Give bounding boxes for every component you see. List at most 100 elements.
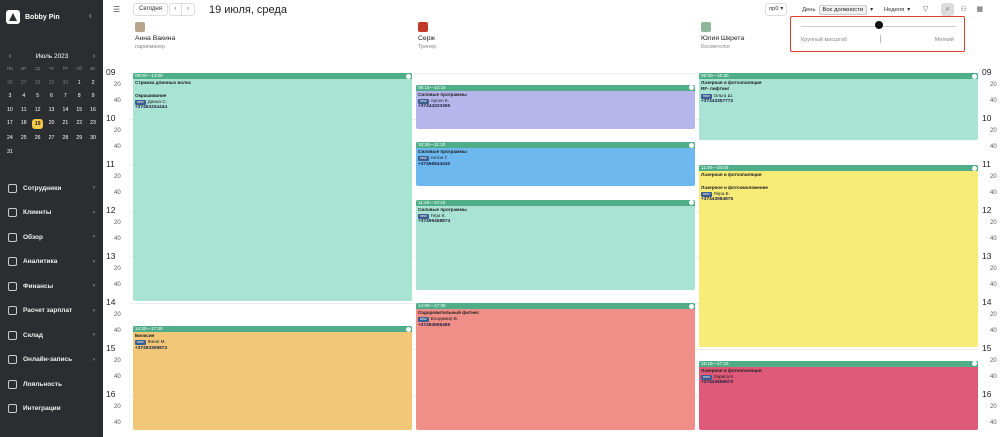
- nav-item[interactable]: Лояльность: [0, 372, 103, 397]
- nav-item[interactable]: Аналитика ›: [0, 250, 103, 275]
- zoom-slider-handle[interactable]: [874, 21, 883, 29]
- appointment-card[interactable]: 09:00—14:00 Стрижка длинных волос Окрашив…: [133, 73, 412, 301]
- prev-month-icon[interactable]: ‹: [8, 53, 12, 60]
- filter-icon[interactable]: ▽: [922, 6, 929, 13]
- calendar-day[interactable]: 27: [48, 135, 55, 141]
- staff-column-header[interactable]: Юлия Шкрета Косметолог: [701, 22, 791, 62]
- day-view-toggle[interactable]: День: [802, 6, 816, 13]
- brand[interactable]: Bobby Pin: [6, 10, 60, 24]
- nav-item[interactable]: Обзор ›: [0, 225, 103, 250]
- status-check-icon[interactable]: [689, 200, 694, 205]
- appointment-card[interactable]: 09:15—10:15 Силовые программы new Арсен К. +…: [416, 84, 695, 129]
- next-day-button[interactable]: ›: [187, 6, 189, 12]
- staff-column-header[interactable]: Серж Тренер: [418, 22, 618, 62]
- appointment-time: 09:00—14:00: [135, 73, 163, 78]
- appointment-card[interactable]: 15:15—17:15 Лазерная и фотоэпиляция new Лар…: [699, 360, 978, 430]
- client-name[interactable]: Ольга Ш.: [713, 92, 734, 98]
- menu-icon[interactable]: ☰: [113, 5, 121, 14]
- calendar-day[interactable]: 10: [7, 106, 13, 113]
- calendar-day[interactable]: 30: [90, 135, 96, 141]
- nav-item[interactable]: Онлайн-запись ›: [0, 348, 103, 373]
- appointment-card[interactable]: 14:00—17:30 Оздоровительный фитнес new Влад…: [416, 303, 695, 430]
- calendar-day[interactable]: 20: [48, 120, 55, 126]
- next-month-icon[interactable]: ›: [92, 53, 96, 60]
- calendar-day[interactable]: 25: [20, 135, 27, 141]
- calendar-day[interactable]: 29: [48, 79, 55, 86]
- calendar-day[interactable]: 28: [34, 79, 41, 86]
- calendar-day[interactable]: 7: [63, 93, 67, 99]
- grid-view-icon[interactable]: ▦: [976, 6, 983, 13]
- nav-item[interactable]: Клиенты ›: [0, 201, 103, 226]
- calendar-day[interactable]: 12: [34, 106, 41, 113]
- calendar-day[interactable]: 23: [90, 120, 96, 126]
- prev-day-button[interactable]: ‹: [170, 4, 182, 15]
- collapse-sidebar-icon[interactable]: ‹: [89, 11, 92, 20]
- nav-item[interactable]: Финансы ›: [0, 274, 103, 299]
- calendar-day[interactable]: 17: [7, 120, 13, 126]
- appointment-card[interactable]: 11:45—13:45 Силовые программы new Гера К. +3…: [416, 199, 695, 290]
- client-name[interactable]: Арсен К.: [430, 97, 449, 103]
- calendar-day[interactable]: 26: [34, 135, 41, 141]
- calendar-day[interactable]: 29: [76, 135, 83, 141]
- calendar-day[interactable]: 14: [62, 106, 69, 113]
- status-check-icon[interactable]: [972, 73, 977, 79]
- calendar-day[interactable]: 11: [21, 106, 27, 113]
- add-staff-icon[interactable]: ⚇: [960, 6, 967, 13]
- calendar-day[interactable]: 16: [90, 106, 96, 113]
- status-check-icon[interactable]: [972, 165, 977, 171]
- calendar-day[interactable]: 15: [76, 106, 83, 113]
- calendar-day[interactable]: 30: [62, 79, 69, 86]
- status-check-icon[interactable]: [689, 303, 694, 309]
- client-name[interactable]: Антон Г.: [430, 155, 448, 161]
- calendar-day[interactable]: 1: [77, 79, 81, 86]
- calendar-day[interactable]: 13: [48, 106, 55, 113]
- nav-item-label: Аналитика: [23, 258, 58, 266]
- nav-item[interactable]: Сотрудники ›: [0, 176, 103, 201]
- calendar-day[interactable]: 31: [7, 148, 13, 155]
- client-name[interactable]: Лера Б.: [713, 190, 730, 196]
- today-button[interactable]: Сегодня: [133, 3, 168, 16]
- interval-select[interactable]: пр0 ▾: [765, 3, 788, 16]
- status-check-icon[interactable]: [406, 326, 411, 332]
- calendar-day[interactable]: 3: [8, 93, 12, 99]
- calendar-day[interactable]: 9: [91, 93, 95, 99]
- position-select[interactable]: Все должности: [818, 4, 868, 15]
- calendar-day[interactable]: 19: [32, 118, 44, 129]
- calendar-day[interactable]: 28: [62, 135, 69, 141]
- calendar-day[interactable]: 24: [7, 135, 13, 141]
- position-chevron-icon[interactable]: ▾: [870, 6, 873, 13]
- calendar-day[interactable]: 18: [20, 120, 27, 126]
- client-tag-badge: new: [418, 317, 429, 323]
- calendar-day[interactable]: 2: [91, 79, 95, 86]
- nav-item[interactable]: Склад ›: [0, 323, 103, 348]
- status-check-icon[interactable]: [972, 361, 977, 366]
- client-name[interactable]: Диана С.: [147, 98, 167, 104]
- appointment-card[interactable]: 10:30—11:30 Силовые программы new Антон Г. +…: [416, 142, 695, 186]
- status-check-icon[interactable]: [689, 85, 694, 90]
- client-name[interactable]: Женя М.: [147, 339, 166, 345]
- status-check-icon[interactable]: [689, 142, 694, 148]
- calendar-day[interactable]: 8: [77, 93, 81, 99]
- time-label-hour: 11: [982, 159, 991, 169]
- appointment-card[interactable]: 09:00—10:30 Лазерная и фотоэпиляция RF- ли…: [699, 73, 978, 140]
- week-view-select[interactable]: Неделя: [883, 6, 905, 13]
- client-name[interactable]: Владимир В.: [430, 316, 459, 322]
- client-name[interactable]: Лариса К.: [713, 373, 735, 379]
- calendar-day[interactable]: 26: [7, 79, 13, 86]
- staff-column-header[interactable]: Анна Вакина парикмахер: [135, 22, 335, 62]
- appointment-body: Оздоровительный фитнес new Владимир В. +374…: [416, 309, 695, 330]
- calendar-day[interactable]: 4: [22, 93, 26, 99]
- nav-item[interactable]: Расчет зарплат ›: [0, 299, 103, 324]
- calendar-day[interactable]: 21: [62, 120, 69, 126]
- nav-item[interactable]: Интеграции: [0, 397, 103, 422]
- calendar-day[interactable]: 6: [50, 93, 53, 99]
- calendar-day[interactable]: 27: [20, 79, 27, 86]
- appointment-card[interactable]: 11:00—15:00 Лазерная и фотоэпиляция Лазер…: [699, 165, 978, 347]
- week-chevron-icon[interactable]: ▾: [907, 6, 911, 13]
- calendar-day[interactable]: 22: [76, 120, 83, 126]
- status-check-icon[interactable]: [406, 73, 411, 79]
- appointment-card[interactable]: 14:30—17:30 Биоксин new Женя М. +37493309873: [133, 326, 412, 430]
- zoom-search-icon[interactable]: ⌕: [941, 3, 955, 16]
- client-name[interactable]: Гера К.: [430, 212, 446, 218]
- calendar-day[interactable]: 5: [36, 93, 40, 99]
